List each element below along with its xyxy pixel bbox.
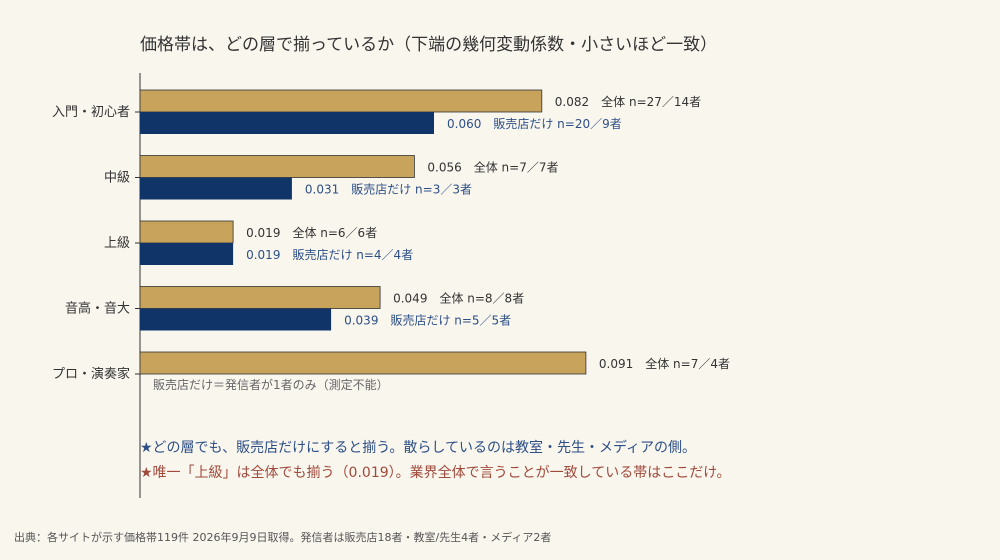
data-label-all: 0.019 全体 n=6／6者 [246, 225, 377, 240]
source-note: 出典：各サイトが示す価格帯119件 2026年9月9日取得。発信者は販売店18者… [14, 530, 551, 544]
category-label: 入門・初心者 [52, 105, 130, 120]
data-label-store-only: 0.031 販売店だけ n=3／3者 [305, 182, 472, 197]
bar-all [139, 155, 415, 178]
bar-all [139, 351, 587, 375]
data-label-store-only: 0.060 販売店だけ n=20／9者 [447, 116, 622, 131]
chart-title: 価格帯は、どの層で揃っているか（下端の幾何変動係数・小さいほど一致） [140, 35, 717, 55]
bar-store-only [140, 177, 292, 200]
category-label: 上級 [104, 236, 130, 251]
data-label-store-only: 0.019 販売店だけ n=4／4者 [246, 247, 413, 262]
bar-all [139, 286, 381, 309]
data-label-all: 0.082 全体 n=27／14者 [555, 94, 701, 109]
data-label-all: 0.056 全体 n=7／7者 [427, 160, 558, 175]
annotation-2: ★唯一「上級」は全体でも揃う（0.019）。業界全体で言うことが一致している帯は… [140, 464, 731, 481]
bar-store-only [140, 308, 332, 331]
data-label-all: 0.091 全体 n=7／4者 [599, 356, 730, 371]
single-source-note: 販売店だけ＝発信者が1者のみ（測定不能） [153, 377, 389, 392]
category-label: 中級 [104, 171, 130, 186]
bar-all [139, 89, 543, 113]
category-label: 音高・音大 [65, 301, 130, 317]
data-label-all: 0.049 全体 n=8／8者 [393, 291, 524, 306]
bar-all [139, 220, 234, 244]
bar-store-only [140, 243, 234, 265]
bar-store-only [140, 112, 434, 134]
category-label: プロ・演奏家 [52, 366, 130, 382]
data-label-store-only: 0.039 販売店だけ n=5／5者 [344, 313, 511, 328]
annotation-1: ★どの層でも、販売店だけにすると揃う。散らしているのは教室・先生・メディアの側。 [140, 439, 696, 456]
